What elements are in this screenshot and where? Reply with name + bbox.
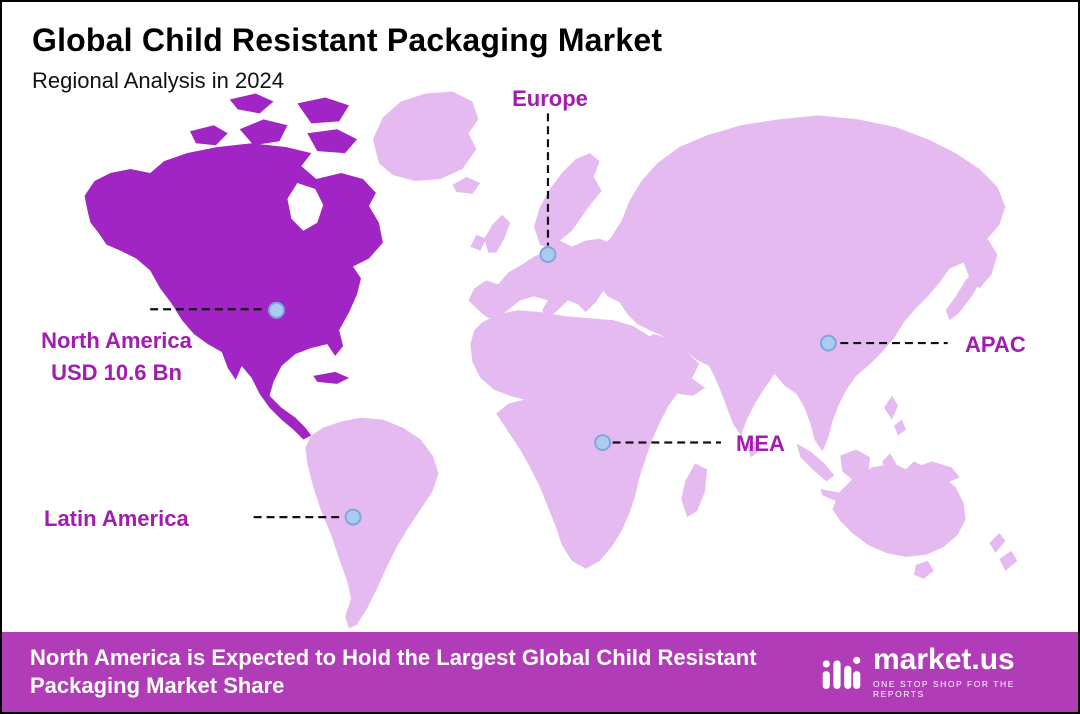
south-america	[305, 417, 439, 629]
tasmania-new-zealand	[913, 533, 1018, 579]
region-label-apac: APAC	[965, 332, 1026, 357]
north-america-mainland	[84, 143, 383, 440]
brand-text: market.us ONE STOP SHOP FOR THE REPORTS	[872, 643, 1050, 700]
marker-mea	[594, 434, 612, 451]
region-markers	[268, 246, 837, 526]
north-america-value: USD 10.6 Bn	[51, 359, 182, 385]
connector-lines	[150, 113, 948, 519]
footer-headline: North America is Expected to Hold the La…	[30, 645, 757, 698]
hudson-bay	[287, 182, 324, 231]
region-label-europe: Europe	[512, 86, 588, 111]
greenland	[372, 91, 479, 181]
footer-banner: North America is Expected to Hold the La…	[2, 632, 1078, 712]
page-title: Global Child Resistant Packaging Market	[32, 22, 663, 58]
brand-tagline: ONE STOP SHOP FOR THE REPORTS	[872, 679, 1015, 699]
arabian-peninsula	[639, 334, 700, 392]
marker-europe	[539, 246, 557, 264]
region-label-latin-america: Latin America	[44, 506, 189, 531]
north-america-name: North America	[41, 328, 192, 353]
japan	[941, 238, 982, 321]
europe-mainland	[468, 228, 636, 319]
caribbean-islands	[313, 371, 350, 384]
marker-north-america	[268, 301, 285, 319]
brand-name: market.us	[872, 643, 1015, 676]
region-label-north-america: North America USD 10.6 Bn	[14, 325, 219, 389]
brand-block: market.us ONE STOP SHOP FOR THE REPORTS	[820, 645, 1050, 699]
asia	[599, 115, 1006, 452]
page-subtitle: Regional Analysis in 2024	[32, 68, 284, 93]
region-label-mea: MEA	[736, 431, 785, 456]
header: Global Child Resistant Packaging Market …	[32, 22, 662, 94]
scandinavia	[534, 153, 602, 249]
marker-apac	[819, 334, 837, 352]
africa	[470, 310, 706, 569]
british-isles	[470, 214, 511, 253]
iceland	[452, 177, 481, 194]
arctic-islands	[189, 93, 358, 154]
marker-latin-america	[344, 508, 362, 526]
market-us-logo-icon	[822, 656, 861, 690]
madagascar	[681, 463, 708, 518]
australia	[832, 461, 966, 557]
region-rest-of-world	[305, 91, 1018, 629]
